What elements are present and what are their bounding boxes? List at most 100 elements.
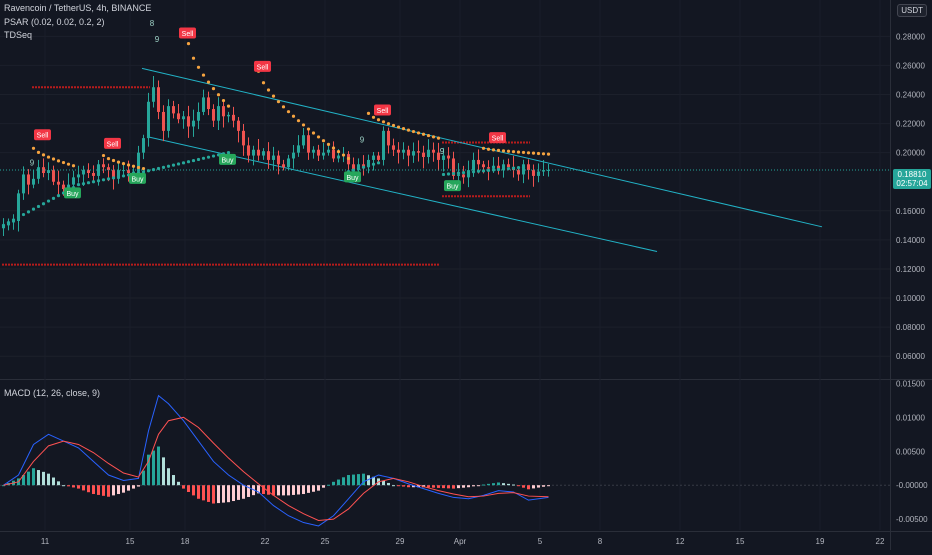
macd-histogram-bar — [127, 485, 130, 491]
currency-badge[interactable]: USDT — [897, 4, 927, 17]
macd-histogram-bar — [282, 485, 285, 496]
candle-body — [47, 170, 50, 174]
macd-histogram-bar — [427, 485, 430, 488]
psar-dot — [396, 125, 401, 129]
psar-dot — [186, 42, 191, 46]
psar-dot — [136, 165, 141, 170]
psar-dot — [501, 149, 506, 153]
psar-dot — [226, 151, 231, 155]
candle-body — [152, 87, 155, 102]
macd-histogram-bar — [87, 485, 90, 493]
macd-tick-label: -0.00000 — [896, 481, 928, 490]
psar-dot — [21, 212, 26, 217]
candle-body — [67, 184, 70, 189]
psar-dot — [91, 180, 96, 184]
candle-body — [267, 151, 270, 160]
macd-histogram-bar — [62, 485, 65, 487]
psar-dot — [391, 123, 396, 128]
candle-body — [202, 97, 205, 112]
macd-histogram-bar — [547, 485, 550, 487]
psar-dot — [111, 176, 116, 180]
candle-body — [142, 138, 145, 153]
candle-body — [187, 116, 190, 127]
candle-body — [162, 111, 165, 131]
macd-histogram-bar — [32, 468, 35, 486]
candle-body — [547, 169, 550, 171]
time-tick-label: 15 — [126, 537, 135, 546]
candle-body — [262, 151, 265, 156]
candle-body — [132, 171, 135, 174]
macd-histogram-bar — [357, 474, 360, 486]
macd-histogram-bar — [162, 457, 165, 486]
macd-histogram-bar — [502, 483, 505, 486]
candle-body — [317, 149, 320, 156]
psar-dot — [411, 129, 416, 134]
psar-dot — [111, 158, 116, 163]
psar-dot — [386, 122, 391, 126]
tdseq-legend[interactable]: TDSeq — [4, 30, 33, 40]
candle-body — [377, 155, 380, 160]
candle-body — [232, 114, 235, 121]
price-tick-label: 0.26000 — [896, 61, 925, 70]
psar-legend[interactable]: PSAR (0.02, 0.02, 0.2, 2) — [4, 17, 105, 27]
signal-badge — [344, 171, 361, 183]
signal-badge — [129, 172, 146, 184]
psar-dot — [271, 94, 276, 98]
psar-dot — [281, 105, 286, 109]
macd-histogram-bar — [142, 470, 145, 486]
last-price-value: 0.18810 — [897, 170, 927, 179]
macd-histogram-bar — [57, 481, 60, 486]
psar-dot — [506, 149, 511, 153]
macd-histogram-bar — [177, 481, 180, 486]
psar-dot — [431, 135, 436, 139]
candle-body — [167, 106, 170, 131]
macd-histogram-bar — [397, 485, 400, 487]
psar-dot — [516, 150, 521, 154]
psar-dot — [206, 80, 211, 84]
psar-dot — [191, 56, 196, 60]
psar-dot — [171, 163, 176, 167]
macd-histogram-bar — [387, 482, 390, 486]
price-tick-label: 0.08000 — [896, 323, 925, 332]
psar-dot — [521, 165, 526, 169]
candle-body — [407, 149, 410, 156]
time-tick-label: 18 — [181, 537, 190, 546]
macd-tick-label: 0.01500 — [896, 379, 925, 388]
macd-histogram-bar — [172, 475, 175, 486]
psar-dot — [81, 182, 86, 186]
macd-histogram-bar — [457, 485, 460, 489]
psar-dot — [6, 221, 11, 225]
time-tick-label: 5 — [538, 537, 543, 546]
signal-label: Buy — [446, 184, 459, 191]
candle-body — [107, 167, 110, 171]
price-tick-label: 0.20000 — [896, 149, 925, 158]
macd-histogram-bar — [292, 485, 295, 495]
psar-dot — [56, 159, 61, 163]
candle-body — [192, 120, 195, 127]
macd-line — [3, 394, 549, 527]
candle-body — [292, 152, 295, 159]
signal-label: Buy — [346, 175, 359, 182]
candle-body — [447, 155, 450, 159]
macd-legend[interactable]: MACD (12, 26, close, 9) — [4, 388, 101, 398]
macd-histogram-bar — [212, 485, 215, 504]
macd-histogram-bar — [507, 483, 510, 486]
candle-body — [112, 170, 115, 179]
psar-dot — [101, 153, 106, 158]
psar-dot — [506, 166, 511, 171]
signal-label: Buy — [66, 191, 79, 198]
candle-body — [312, 149, 315, 153]
psar-dot — [101, 178, 106, 182]
psar-dot — [346, 156, 351, 161]
candle-body — [257, 149, 260, 156]
candle-body — [117, 170, 120, 179]
candle-body — [387, 130, 390, 146]
td-count-label: 9 — [440, 147, 445, 156]
price-tick-label: 0.10000 — [896, 294, 925, 303]
candle-body — [537, 171, 540, 176]
symbol-title[interactable]: Ravencoin / TetherUS, 4h, BINANCE — [4, 3, 152, 13]
psar-dot — [216, 93, 221, 97]
macd-histogram-bar — [227, 485, 230, 503]
